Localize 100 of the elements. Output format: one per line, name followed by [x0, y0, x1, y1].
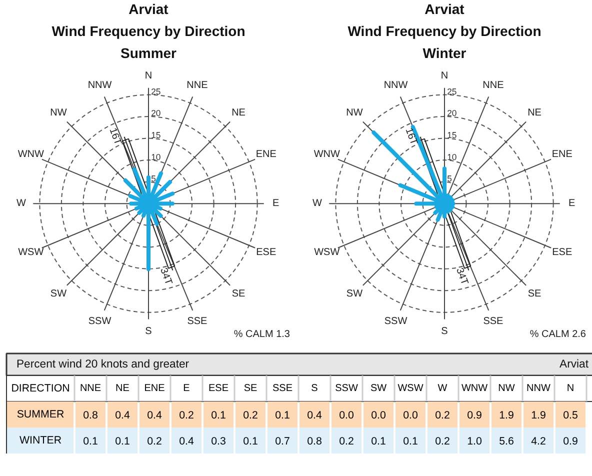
data-label: 0.4	[179, 436, 194, 448]
chart-title: Arviat	[424, 1, 465, 18]
spoke-label: ESE	[552, 246, 572, 258]
category-label: ESE	[208, 383, 229, 394]
spoke-label: W	[312, 198, 322, 210]
text: 16T	[402, 126, 420, 147]
spoke-label: S	[145, 326, 152, 337]
spoke-label: NE	[232, 108, 246, 119]
category-label: E	[183, 383, 190, 394]
data-label: 0.1	[371, 436, 386, 448]
spoke-label: ESE	[256, 246, 276, 258]
text: 16T	[106, 126, 124, 147]
spoke-label: NNE	[482, 80, 504, 92]
y-tick-label: 20	[151, 108, 161, 118]
category-label: SE	[244, 383, 258, 394]
text: DIRECTION	[11, 382, 70, 394]
data-label: 5.6	[499, 436, 514, 448]
category-label: WNW	[461, 383, 488, 394]
spoke-label: SSE	[187, 316, 208, 328]
category-label: W	[438, 383, 448, 394]
spoke-label: N	[144, 70, 152, 82]
data-label: 0.4	[307, 410, 322, 422]
y-tick-label: 5	[447, 174, 452, 184]
y-tick-label: 20	[447, 108, 457, 118]
spoke-label: E	[568, 198, 576, 210]
data-label: 1.0	[467, 436, 482, 448]
data-label: 0.2	[339, 436, 354, 448]
y-tick-label: 10	[447, 152, 457, 162]
data-label: 0.1	[83, 436, 98, 448]
spoke-label: NE	[528, 108, 542, 119]
text: Percent wind 20 knots and greater	[16, 358, 190, 370]
category-label: SSE	[272, 383, 293, 394]
series-label: WINTER	[19, 434, 62, 446]
text: 34T	[454, 266, 470, 287]
chart-subtitle: Wind Frequency by Direction Winter	[348, 23, 542, 61]
data-label: 0.5	[563, 410, 578, 422]
text: 34T	[158, 266, 174, 287]
y-tick-label: 5	[151, 174, 156, 184]
spoke-label: NW	[346, 108, 364, 119]
spoke-label: WSW	[18, 246, 44, 258]
data-label: 0.2	[435, 436, 450, 448]
y-tick-label: 15	[447, 130, 457, 140]
category-label: S	[311, 383, 318, 394]
y-tick-label: 25	[151, 86, 161, 96]
data-label: 0.2	[243, 410, 258, 422]
spoke-label: WSW	[314, 246, 340, 258]
spoke-label: SE	[232, 288, 246, 300]
category-label: SW	[370, 383, 388, 394]
spoke-label: NW	[50, 108, 68, 119]
data-label: 0.1	[243, 436, 258, 448]
text: % CALM 1.3	[234, 329, 290, 340]
category-label: WSW	[398, 383, 424, 394]
data-label: 0.1	[211, 410, 226, 422]
text: Arviat	[560, 358, 590, 370]
data-label: 0.1	[275, 410, 290, 422]
spoke-label: ENE	[256, 149, 277, 160]
spoke-label: SW	[50, 288, 68, 300]
spoke-label: SSE	[483, 316, 504, 328]
spoke-label: N	[440, 70, 448, 82]
spoke-label: NNE	[186, 80, 208, 92]
data-label: 0.2	[435, 410, 450, 422]
y-tick-label: 25	[447, 86, 457, 96]
category-label: NNW	[526, 383, 551, 394]
spoke-label: SW	[346, 288, 364, 300]
spoke-label: SE	[528, 288, 542, 300]
data-label: 0.2	[179, 410, 194, 422]
data-label: 0.0	[339, 410, 354, 422]
chart-title: Arviat	[128, 1, 169, 18]
category-label: NW	[498, 383, 516, 394]
spoke-label: SSW	[384, 316, 408, 328]
data-label: 0.1	[115, 436, 130, 448]
y-tick-label: 15	[151, 130, 161, 140]
category-label: N	[566, 383, 574, 394]
spoke-label: NNW	[88, 80, 112, 92]
spoke-label: WNW	[314, 149, 340, 160]
data-label: 1.9	[531, 410, 546, 422]
data-label: 0.4	[115, 410, 130, 422]
data-label: 0.9	[563, 436, 578, 448]
data-label: 4.2	[531, 436, 546, 448]
category-label: SSW	[335, 383, 358, 394]
data-label: 0.8	[307, 436, 322, 448]
series-label: SUMMER	[16, 408, 64, 420]
data-label: 0.3	[211, 436, 226, 448]
spoke-label: S	[441, 326, 448, 337]
data-label: 0.0	[403, 410, 418, 422]
data-label: 0.8	[83, 410, 98, 422]
category-label: NNE	[80, 383, 102, 394]
text: % CALM 2.6	[530, 329, 586, 340]
data-label: 1.9	[499, 410, 514, 422]
chart-subtitle: Wind Frequency by Direction Summer	[52, 23, 246, 61]
category-label: NE	[116, 383, 130, 394]
data-label: 0.9	[467, 410, 482, 422]
data-label: 0.4	[147, 410, 162, 422]
category-label: ENE	[144, 383, 166, 394]
spoke-label: ENE	[552, 149, 573, 160]
data-label: 0.7	[275, 436, 290, 448]
data-label: 0.2	[147, 436, 162, 448]
y-tick-label: 10	[151, 152, 161, 162]
spoke-label: SSW	[88, 316, 112, 328]
spoke-label: W	[16, 198, 26, 210]
